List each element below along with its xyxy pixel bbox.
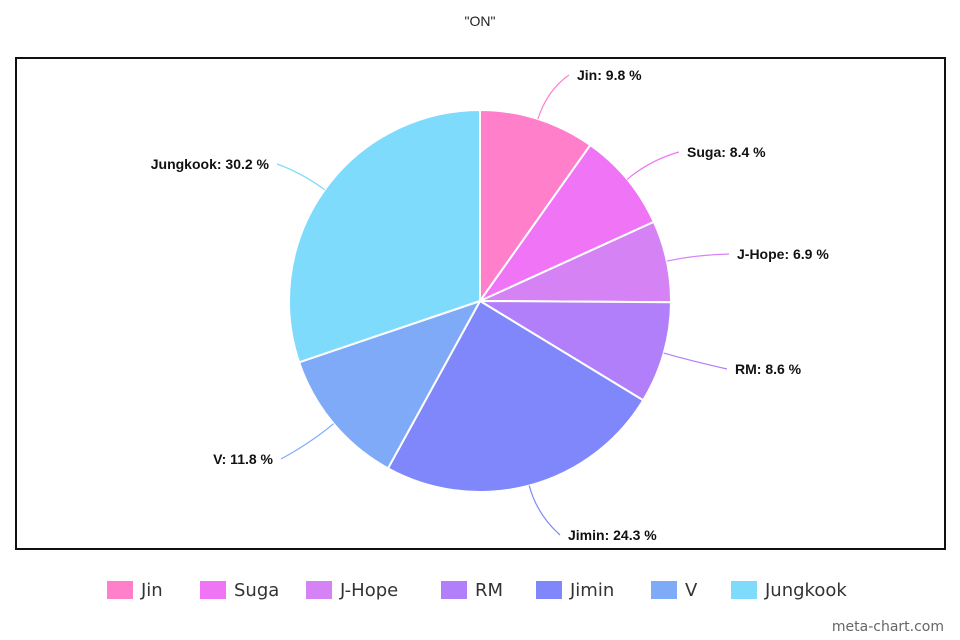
legend-swatch bbox=[651, 581, 677, 599]
legend-swatch bbox=[731, 581, 757, 599]
pie-slice-suga bbox=[477, 143, 656, 304]
data-label-suga: Suga: 8.4 % bbox=[687, 144, 766, 160]
pie-slice-v bbox=[297, 299, 483, 470]
legend-label: V bbox=[685, 579, 698, 601]
legend-swatch bbox=[200, 581, 226, 599]
legend-item-jin: Jin bbox=[107, 578, 163, 602]
watermark: meta-chart.com bbox=[831, 619, 944, 635]
pie-slice-rm bbox=[476, 299, 673, 402]
leader-line-v bbox=[280, 423, 334, 460]
data-label-jungkook: Jungkook: 30.2 % bbox=[151, 156, 270, 172]
legend-label: Suga bbox=[234, 579, 280, 601]
chart-title: "ON" bbox=[464, 13, 496, 29]
legend-item-suga: Suga bbox=[200, 578, 279, 602]
legend-label: Jungkook bbox=[765, 579, 847, 601]
legend-swatch bbox=[441, 581, 467, 599]
legend-item-j-hope: J-Hope bbox=[306, 578, 398, 602]
legend: Jin Suga J-Hope RM Jimin V Jungkook bbox=[0, 578, 960, 604]
leader-line-jimin bbox=[528, 485, 561, 536]
legend-item-v: V bbox=[651, 578, 697, 602]
legend-swatch bbox=[536, 581, 562, 599]
legend-label: RM bbox=[475, 579, 504, 601]
legend-item-jungkook: Jungkook bbox=[731, 578, 847, 602]
data-label-rm: RM: 8.6 % bbox=[735, 361, 802, 377]
data-label-jin: Jin: 9.8 % bbox=[577, 67, 642, 83]
data-label-jimin: Jimin: 24.3 % bbox=[568, 527, 657, 543]
leader-line-j-hope bbox=[666, 253, 730, 262]
legend-swatch bbox=[306, 581, 332, 599]
leader-line-rm bbox=[663, 352, 728, 370]
legend-item-jimin: Jimin bbox=[536, 578, 614, 602]
legend-label: J-Hope bbox=[340, 579, 399, 601]
leader-line-jungkook bbox=[276, 163, 326, 191]
data-label-j-hope: J-Hope: 6.9 % bbox=[737, 246, 829, 262]
pie-slice-jin bbox=[479, 108, 592, 305]
legend-swatch bbox=[107, 581, 133, 599]
legend-label: Jimin bbox=[570, 579, 615, 601]
plot-area bbox=[15, 57, 946, 550]
leader-line-jin bbox=[537, 74, 570, 120]
legend-item-rm: RM bbox=[441, 578, 503, 602]
legend-label: Jin bbox=[141, 579, 163, 601]
leader-line-suga bbox=[626, 151, 680, 180]
data-label-v: V: 11.8 % bbox=[213, 451, 273, 467]
